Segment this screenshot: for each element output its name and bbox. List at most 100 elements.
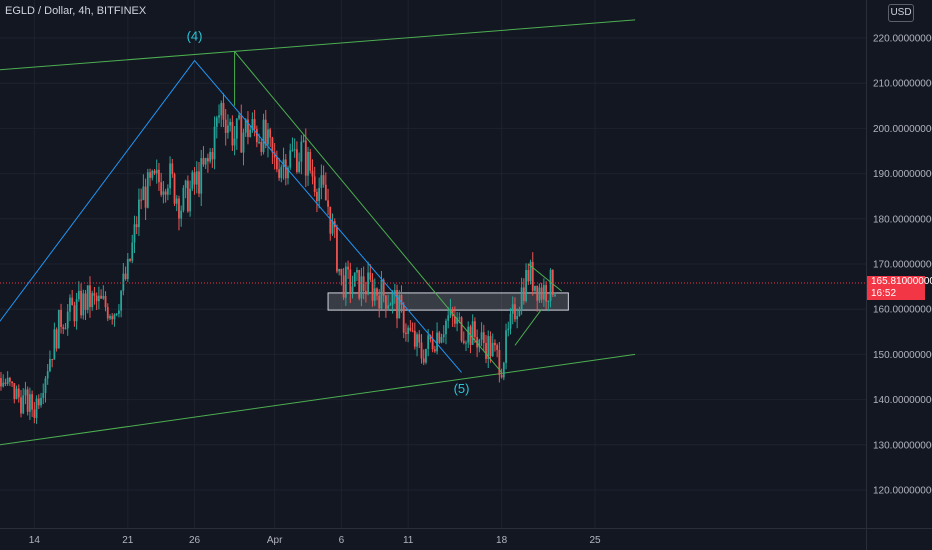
candle-body: [35, 398, 38, 418]
channel-upper-line: [0, 19, 636, 71]
candle-body: [507, 328, 510, 331]
candle-body: [440, 337, 443, 343]
y-tick-label: 140.00000000: [873, 395, 932, 406]
x-tick-label: Apr: [267, 535, 283, 546]
candle-body: [102, 296, 105, 299]
candle-body: [15, 388, 18, 400]
candle-body: [378, 295, 381, 309]
candle-body: [66, 311, 69, 329]
candle-body: [213, 126, 216, 160]
candle-body: [349, 269, 352, 292]
candle-body: [320, 175, 323, 189]
candle-body: [109, 316, 111, 319]
candle-body: [554, 294, 556, 296]
candle-body: [425, 348, 427, 363]
candle-body: [433, 349, 436, 352]
candle-body: [211, 152, 214, 160]
candle-body: [22, 395, 25, 414]
candle-body: [17, 388, 20, 398]
candle-body: [485, 342, 487, 359]
candle-body: [300, 141, 303, 162]
candle-body: [291, 149, 294, 151]
grid-lines: [0, 0, 866, 528]
y-tick-label: 200.00000000: [873, 124, 932, 135]
candle-body: [309, 151, 312, 171]
drawing-lines: [0, 51, 866, 373]
candle-body: [220, 103, 223, 116]
x-tick-label: 6: [339, 535, 345, 546]
candle-body: [271, 137, 274, 153]
time-axis[interactable]: 21Mar7142126Apr6111825: [0, 535, 601, 546]
candle-body: [331, 221, 334, 234]
candle-body: [44, 378, 47, 394]
candle-body: [162, 191, 165, 195]
candle-body: [396, 289, 398, 319]
candle-body: [255, 128, 258, 143]
candle-body: [124, 273, 127, 280]
candle-body: [411, 330, 414, 332]
candle-body: [153, 170, 156, 174]
candle-body: [53, 329, 56, 360]
candle-body: [547, 301, 550, 303]
candle-body: [40, 397, 42, 406]
candle-body: [31, 394, 34, 410]
candle-body: [95, 295, 98, 302]
candle-body: [413, 330, 416, 347]
wave-label: (4): [187, 28, 203, 43]
symbol-title: EGLD / Dollar, 4h, BITFINEX: [5, 5, 147, 17]
candle-body: [302, 140, 305, 142]
candle-body: [387, 305, 390, 309]
candle-body: [80, 290, 82, 316]
x-tick-label: 26: [189, 535, 201, 546]
candle-body: [462, 340, 465, 343]
candle-body: [166, 188, 169, 195]
channel-lower-line: [0, 353, 636, 446]
candle-body: [146, 172, 149, 208]
currency-button[interactable]: USD: [888, 4, 914, 22]
candle-body: [106, 307, 109, 319]
candle-body: [545, 285, 547, 302]
candle-body: [344, 266, 347, 298]
y-tick-label: 180.00000000: [873, 214, 932, 225]
candle-body: [149, 172, 151, 178]
candle-body: [329, 206, 332, 234]
candle-body: [253, 119, 256, 129]
candle-body: [369, 272, 372, 280]
candle-body: [164, 191, 167, 195]
candle-body: [356, 270, 358, 273]
y-tick-label: 170.00000000: [873, 260, 932, 271]
candle-body: [260, 142, 263, 153]
candle-body: [244, 119, 247, 133]
candle-body: [158, 169, 160, 183]
x-tick-label: 14: [29, 535, 41, 546]
candle-body: [427, 335, 430, 349]
candle-body: [73, 305, 76, 322]
candle-body: [97, 295, 100, 302]
candle-body: [133, 224, 136, 243]
candle-body: [389, 304, 392, 306]
candle-body: [37, 398, 40, 406]
candle-body: [371, 279, 374, 301]
y-tick-label: 160.00000000: [873, 305, 932, 316]
candle-body: [182, 187, 185, 211]
candle-body: [287, 167, 289, 179]
candle-body: [307, 151, 309, 176]
last-price-tag: 165.81000000 16:52: [867, 276, 932, 300]
candle-body: [436, 332, 438, 352]
candle-body: [120, 290, 123, 311]
triangle-top-line: [527, 263, 562, 292]
candle-body: [180, 210, 183, 219]
candle-body: [84, 293, 87, 310]
candle-body: [511, 304, 514, 314]
candle-body: [138, 199, 140, 228]
candle-body: [269, 129, 272, 138]
candle-body: [358, 270, 361, 299]
candle-body: [71, 297, 74, 306]
candle-body: [458, 317, 461, 319]
candle-body: [478, 339, 481, 348]
candle-body: [380, 279, 383, 309]
candle-body: [122, 273, 125, 291]
downtrend-line: [234, 51, 502, 373]
price-axis[interactable]: 120.00000000 130.00000000 140.00000000 150.…: [873, 34, 932, 497]
